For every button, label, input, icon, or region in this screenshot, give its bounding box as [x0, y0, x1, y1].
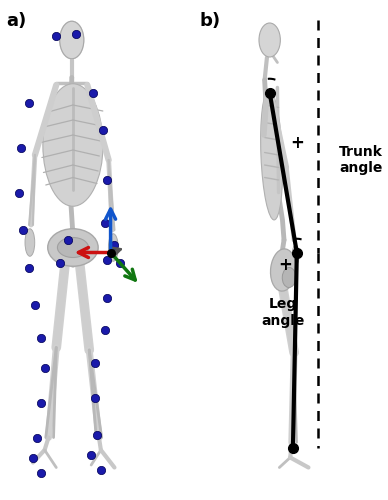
- Ellipse shape: [43, 84, 103, 206]
- Ellipse shape: [60, 21, 84, 59]
- Text: Trunk
angle: Trunk angle: [339, 145, 383, 175]
- Ellipse shape: [259, 23, 280, 57]
- Ellipse shape: [48, 229, 98, 266]
- Text: Leg
angle: Leg angle: [262, 298, 305, 328]
- Ellipse shape: [57, 238, 88, 258]
- Ellipse shape: [282, 268, 296, 287]
- Text: b): b): [200, 12, 221, 30]
- Text: +: +: [278, 256, 292, 274]
- Ellipse shape: [25, 229, 35, 256]
- Text: a): a): [6, 12, 26, 30]
- Ellipse shape: [270, 249, 296, 291]
- Ellipse shape: [261, 90, 282, 220]
- Ellipse shape: [292, 245, 299, 265]
- Ellipse shape: [108, 234, 118, 261]
- Text: +: +: [290, 134, 304, 152]
